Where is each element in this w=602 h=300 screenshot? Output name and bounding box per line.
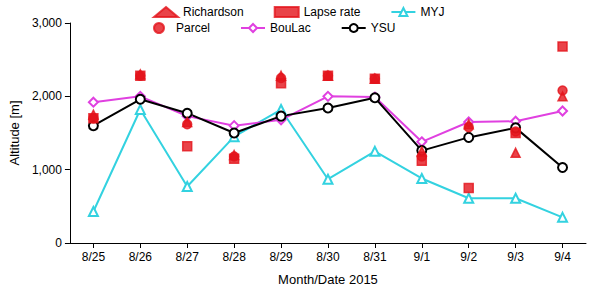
- svg-text:9/3: 9/3: [507, 250, 524, 264]
- svg-text:Lapse rate: Lapse rate: [304, 5, 361, 19]
- svg-text:1,000: 1,000: [32, 163, 62, 177]
- svg-text:9/4: 9/4: [554, 250, 571, 264]
- svg-text:8/26: 8/26: [129, 250, 153, 264]
- svg-text:8/27: 8/27: [176, 250, 200, 264]
- svg-text:MYJ: MYJ: [420, 5, 444, 19]
- svg-text:YSU: YSU: [371, 21, 396, 35]
- svg-text:BouLac: BouLac: [270, 21, 311, 35]
- svg-text:Altitude [m]: Altitude [m]: [7, 100, 22, 165]
- svg-text:0: 0: [55, 236, 62, 250]
- svg-text:8/31: 8/31: [363, 250, 387, 264]
- svg-text:9/2: 9/2: [460, 250, 477, 264]
- svg-text:Parcel: Parcel: [176, 21, 210, 35]
- svg-text:Richardson: Richardson: [183, 5, 244, 19]
- svg-text:8/25: 8/25: [82, 250, 106, 264]
- svg-text:8/29: 8/29: [269, 250, 293, 264]
- svg-text:8/28: 8/28: [222, 250, 246, 264]
- svg-text:8/30: 8/30: [316, 250, 340, 264]
- svg-text:9/1: 9/1: [413, 250, 430, 264]
- svg-text:Month/Date 2015: Month/Date 2015: [278, 272, 378, 287]
- svg-text:3,000: 3,000: [32, 16, 62, 30]
- svg-text:2,000: 2,000: [32, 89, 62, 103]
